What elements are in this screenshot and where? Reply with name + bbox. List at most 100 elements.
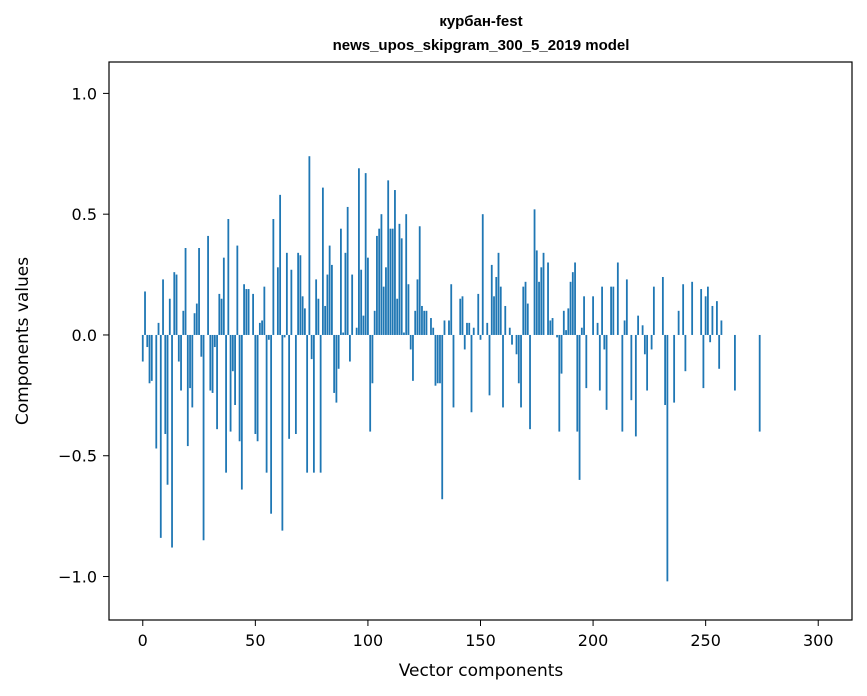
bar-104 bbox=[376, 235, 378, 335]
bar-232 bbox=[664, 334, 667, 406]
bar-257 bbox=[720, 320, 723, 335]
bar-220 bbox=[637, 315, 640, 335]
bar-143 bbox=[463, 334, 466, 350]
bar-200 bbox=[592, 296, 594, 335]
bar-134 bbox=[443, 320, 446, 335]
bar-159 bbox=[499, 286, 502, 335]
bar-116 bbox=[403, 332, 405, 335]
bar-161 bbox=[504, 305, 507, 335]
bar-130 bbox=[434, 334, 437, 386]
bar-95 bbox=[355, 327, 358, 335]
bar-1 bbox=[144, 291, 146, 335]
bar-55 bbox=[265, 334, 268, 473]
bar-182 bbox=[551, 318, 554, 335]
bar-227 bbox=[652, 286, 655, 335]
bar-77 bbox=[315, 279, 318, 335]
x-tick-label: 250 bbox=[690, 631, 721, 650]
bar-274 bbox=[758, 334, 761, 432]
bar-117 bbox=[405, 214, 408, 335]
bar-214 bbox=[623, 320, 626, 335]
bar-167 bbox=[517, 334, 520, 384]
bar-29 bbox=[207, 235, 209, 335]
bar-226 bbox=[650, 334, 653, 350]
bar-27 bbox=[202, 334, 205, 541]
bar-8 bbox=[159, 334, 162, 538]
bar-47 bbox=[247, 289, 250, 335]
bar-153 bbox=[486, 322, 489, 335]
bar-126 bbox=[425, 310, 428, 335]
bar-124 bbox=[421, 305, 423, 335]
bar-52 bbox=[258, 322, 261, 335]
bar-133 bbox=[441, 334, 444, 500]
bar-45 bbox=[243, 284, 245, 335]
bar-157 bbox=[495, 276, 498, 335]
bar-163 bbox=[508, 327, 511, 335]
bar-24 bbox=[195, 303, 198, 335]
bar-244 bbox=[691, 281, 694, 335]
bar-33 bbox=[216, 334, 218, 430]
bar-121 bbox=[414, 310, 417, 335]
bar-222 bbox=[641, 325, 644, 335]
bar-82 bbox=[326, 274, 329, 335]
bar-122 bbox=[416, 279, 419, 335]
bar-70 bbox=[299, 255, 302, 335]
x-tick-label: 200 bbox=[578, 631, 609, 650]
bar-252 bbox=[709, 334, 712, 343]
bar-249 bbox=[702, 334, 705, 389]
bar-158 bbox=[497, 252, 500, 335]
bar-171 bbox=[526, 303, 529, 335]
y-tick-label: −1.0 bbox=[58, 568, 97, 587]
bar-12 bbox=[168, 298, 171, 335]
bar-66 bbox=[290, 269, 293, 335]
bar-79 bbox=[319, 334, 322, 473]
bar-2 bbox=[146, 334, 149, 348]
bar-64 bbox=[285, 252, 288, 335]
bar-103 bbox=[373, 310, 376, 335]
bar-36 bbox=[222, 257, 225, 335]
bar-125 bbox=[423, 310, 426, 335]
bar-176 bbox=[538, 281, 540, 335]
bar-202 bbox=[596, 322, 599, 335]
bar-138 bbox=[452, 334, 455, 408]
bar-9 bbox=[162, 279, 164, 335]
bar-3 bbox=[148, 334, 151, 384]
bar-231 bbox=[661, 276, 664, 335]
bar-185 bbox=[558, 334, 561, 432]
bar-25 bbox=[198, 248, 200, 335]
bar-37 bbox=[225, 334, 227, 473]
bar-196 bbox=[583, 296, 585, 335]
y-axis-label: Components values bbox=[13, 257, 33, 425]
bar-78 bbox=[317, 298, 320, 335]
bar-19 bbox=[184, 248, 187, 335]
bar-46 bbox=[245, 289, 248, 335]
x-tick-label: 150 bbox=[465, 631, 496, 650]
bar-120 bbox=[412, 334, 414, 381]
bar-96 bbox=[358, 168, 360, 335]
bar-105 bbox=[378, 228, 381, 335]
bar-177 bbox=[540, 267, 543, 335]
bar-54 bbox=[263, 286, 266, 335]
y-axis-ticks: −1.0 −0.5 0.0 0.5 1.0 bbox=[58, 84, 109, 587]
bar-203 bbox=[598, 334, 601, 391]
bar-119 bbox=[409, 334, 412, 350]
bar-97 bbox=[360, 269, 363, 335]
bar-106 bbox=[380, 214, 383, 335]
bar-21 bbox=[189, 334, 191, 389]
bar-98 bbox=[362, 315, 365, 335]
bar-53 bbox=[261, 320, 263, 335]
bar-166 bbox=[515, 334, 518, 355]
bar-145 bbox=[468, 322, 471, 335]
bar-128 bbox=[430, 318, 432, 335]
bar-131 bbox=[436, 334, 439, 384]
bar-169 bbox=[522, 286, 525, 335]
bar-101 bbox=[369, 334, 372, 432]
bar-49 bbox=[252, 293, 254, 335]
bar-132 bbox=[439, 334, 441, 384]
bar-191 bbox=[571, 272, 574, 335]
bar-22 bbox=[191, 334, 194, 408]
bar-236 bbox=[673, 334, 676, 403]
bar-194 bbox=[578, 334, 581, 480]
bar-85 bbox=[333, 334, 336, 393]
bar-151 bbox=[481, 214, 484, 335]
